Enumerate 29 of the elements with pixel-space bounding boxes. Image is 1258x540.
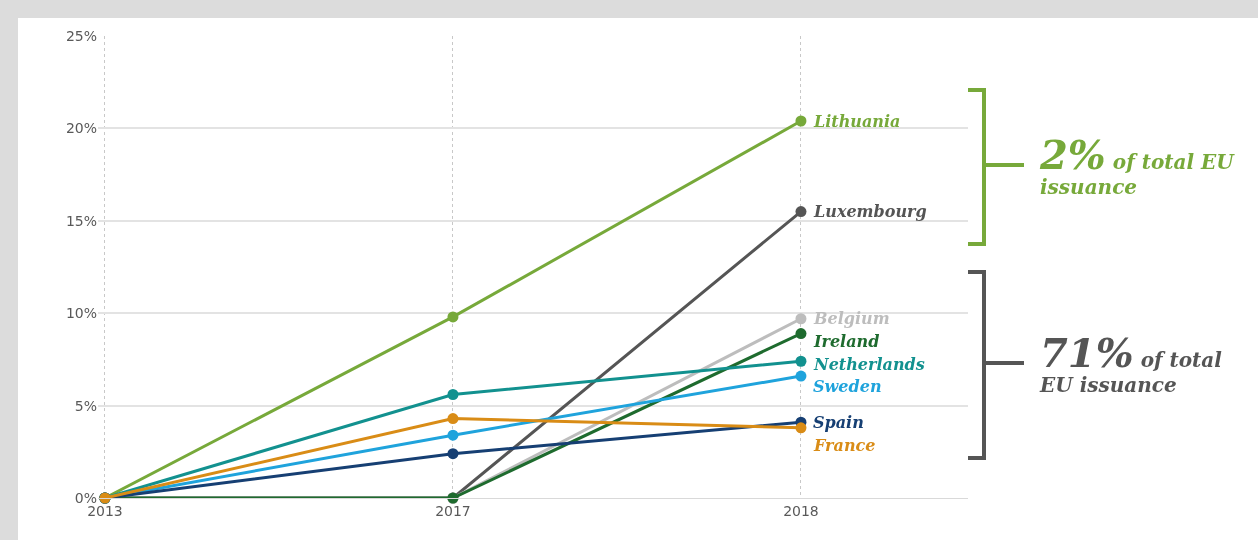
point [795, 370, 807, 382]
point [795, 115, 807, 127]
point [795, 328, 807, 340]
point [795, 422, 807, 434]
series-label: Netherlands [813, 355, 925, 374]
series-label: Lithuania [813, 112, 901, 131]
x-tick-label: 2018 [783, 502, 819, 519]
y-tick-label: 20% [65, 120, 97, 137]
point [447, 429, 459, 441]
point [447, 413, 459, 425]
y-tick-label: 10% [65, 305, 97, 322]
series-label: Luxembourg [813, 202, 927, 221]
y-tick-label: 25% [65, 27, 97, 44]
y-tick-label: 15% [65, 212, 97, 229]
series-label: France [813, 436, 876, 455]
text: 2% of total EU issuance [1040, 131, 1234, 199]
series-label: Spain [813, 413, 864, 432]
point [795, 355, 807, 367]
point [447, 311, 459, 323]
point [795, 313, 807, 325]
series-label: Belgium [813, 309, 890, 328]
point [795, 206, 807, 218]
point [447, 389, 459, 401]
x-tick-label: 2017 [435, 502, 471, 519]
y-tick-label: 5% [74, 397, 97, 414]
series-label: Sweden [813, 377, 882, 396]
point [447, 448, 459, 460]
text: 71% of total EU issuance [1040, 329, 1222, 397]
series-label: Ireland [813, 332, 880, 351]
